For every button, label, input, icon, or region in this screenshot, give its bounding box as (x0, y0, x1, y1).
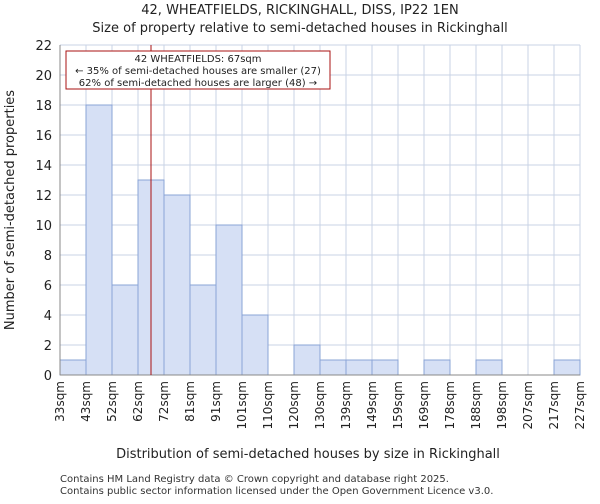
y-tick-label: 12 (35, 189, 52, 204)
x-tick-label: 227sqm (573, 381, 587, 429)
annotation-larger: 62% of semi-detached houses are larger (… (79, 78, 317, 89)
x-tick-label: 169sqm (417, 381, 431, 429)
bar (293, 344, 321, 376)
x-tick-label: 81sqm (183, 381, 197, 422)
x-tick-label: 62sqm (131, 381, 145, 422)
bar (59, 359, 87, 376)
y-tick-label: 16 (35, 129, 52, 144)
x-tick-label: 207sqm (521, 381, 535, 429)
x-tick-label: 198sqm (495, 381, 509, 429)
x-tick-label: 72sqm (157, 381, 171, 422)
x-tick-label: 188sqm (469, 381, 483, 429)
footer-licence: Contains public sector information licen… (60, 486, 493, 497)
bars (59, 104, 581, 376)
x-tick-label: 217sqm (547, 381, 561, 429)
x-tick-label: 178sqm (443, 381, 457, 429)
bar (371, 359, 399, 376)
y-axis-ticks: 0 2 4 6 8 10 12 14 16 18 20 22 (35, 39, 52, 384)
x-tick-label: 43sqm (79, 381, 93, 422)
bar (319, 359, 347, 376)
x-axis-label: Distribution of semi-detached houses by … (116, 447, 500, 462)
annotation-box (65, 50, 331, 90)
y-tick-label: 8 (44, 249, 52, 264)
bar (189, 284, 217, 376)
y-tick-label: 0 (44, 369, 52, 384)
x-tick-label: 139sqm (339, 381, 353, 429)
x-tick-label: 149sqm (365, 381, 379, 429)
x-tick-label: 101sqm (235, 381, 249, 429)
annotation-title: 42 WHEATFIELDS: 67sqm (134, 54, 261, 65)
x-axis-ticks: 33sqm 43sqm 52sqm 62sqm 72sqm 81sqm 91sqm 101sq… (53, 381, 587, 429)
y-tick-label: 18 (35, 99, 52, 114)
footer-copyright: Contains HM Land Registry data © Crown c… (60, 474, 449, 485)
bar (163, 194, 191, 376)
y-tick-label: 6 (44, 279, 52, 294)
x-tick-label: 91sqm (209, 381, 223, 422)
chart-subtitle: Size of property relative to semi-detach… (92, 21, 507, 36)
bar (111, 284, 139, 376)
bar (345, 359, 373, 376)
y-axis-label: Number of semi-detached properties (3, 90, 18, 330)
x-tick-label: 33sqm (53, 381, 67, 422)
x-tick-label: 110sqm (261, 381, 275, 429)
x-tick-label: 159sqm (391, 381, 405, 429)
y-tick-label: 4 (44, 309, 52, 324)
y-tick-label: 20 (35, 69, 52, 84)
chart-title: 42, WHEATFIELDS, RICKINGHALL, DISS, IP22… (141, 3, 458, 18)
bar (475, 359, 503, 376)
bar (423, 359, 451, 376)
y-tick-label: 14 (35, 159, 52, 174)
x-tick-label: 120sqm (287, 381, 301, 429)
bar (85, 104, 113, 376)
x-tick-label: 130sqm (313, 381, 327, 429)
y-tick-label: 22 (35, 39, 52, 54)
bar (241, 314, 269, 376)
y-tick-label: 10 (35, 219, 52, 234)
y-tick-label: 2 (44, 339, 52, 354)
bar (553, 359, 581, 376)
bar (215, 224, 243, 376)
annotation-smaller: ← 35% of semi-detached houses are smalle… (75, 66, 321, 77)
x-tick-label: 52sqm (105, 381, 119, 422)
